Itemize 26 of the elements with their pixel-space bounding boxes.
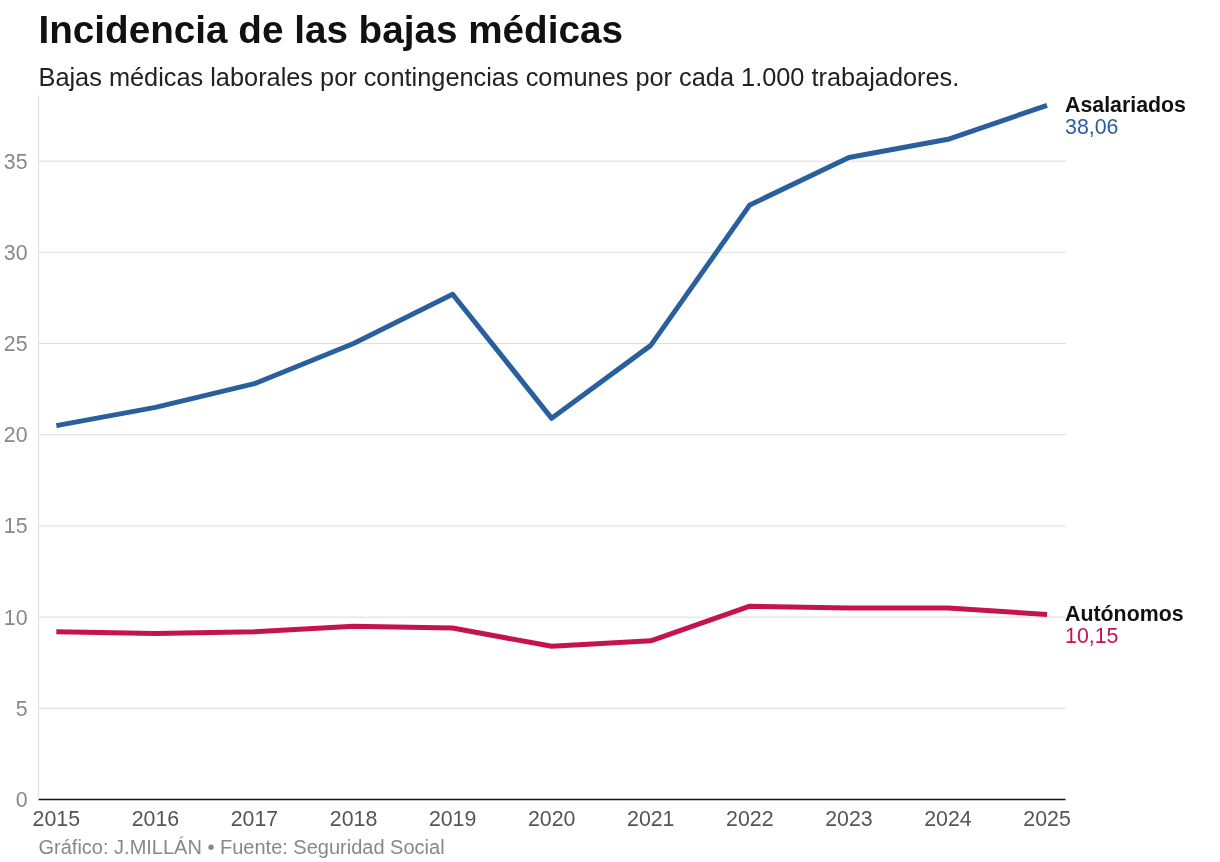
x-tick-label: 2020	[527, 806, 576, 831]
y-tick-label: 10	[3, 605, 28, 630]
x-tick-label: 2022	[726, 806, 774, 831]
y-tick-label: 15	[3, 514, 28, 539]
y-tick-label: 35	[3, 149, 28, 174]
y-tick-label: 5	[15, 696, 28, 721]
x-tick-label: 2021	[627, 806, 675, 831]
x-tick-label: 2017	[230, 806, 279, 831]
y-tick-label: 25	[3, 332, 28, 357]
data-label: 38,06	[1065, 115, 1119, 140]
series-label: Asalariados	[1065, 93, 1186, 118]
chart-subtitle: Bajas médicas laborales por contingencias comunes por cada 1.000 trabajadores.	[38, 62, 960, 91]
x-tick-label: 2024	[924, 806, 972, 831]
x-tick-label: 2015	[32, 806, 81, 831]
x-tick-label: 2018	[329, 806, 378, 831]
chart-title: Incidencia de las bajas médicas	[38, 7, 623, 51]
text: Gráfico: J.MILLÁN • Fuente: Seguridad Social	[38, 835, 445, 858]
y-tick-label: 20	[3, 423, 28, 448]
data-label: 10,15	[1065, 624, 1119, 649]
x-tick-label: 2016	[131, 806, 180, 831]
x-tick-label: 2025	[1023, 806, 1071, 831]
x-tick-label: 2019	[428, 806, 477, 831]
x-tick-label: 2023	[825, 806, 873, 831]
y-tick-label: 0	[15, 788, 28, 812]
series-label: Autónomos	[1065, 602, 1184, 627]
y-tick-label: 30	[3, 240, 28, 265]
